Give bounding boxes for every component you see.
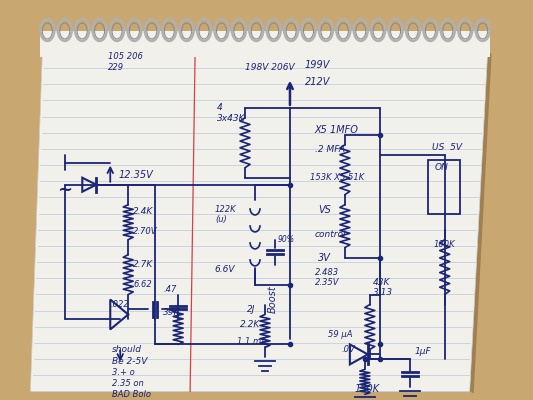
Text: 3.+ o: 3.+ o <box>112 368 135 377</box>
Text: 3V: 3V <box>318 252 331 262</box>
Text: 198V 206V: 198V 206V <box>245 63 295 72</box>
Text: VS: VS <box>318 205 331 215</box>
Text: 2J: 2J <box>247 305 255 314</box>
Polygon shape <box>30 52 488 391</box>
Text: 39K: 39K <box>163 308 181 317</box>
Text: 100K: 100K <box>434 240 455 249</box>
Text: 43K
3.13: 43K 3.13 <box>373 278 393 297</box>
Text: 2.70V: 2.70V <box>133 227 158 236</box>
Text: 2.2K: 2.2K <box>240 320 260 329</box>
Text: Boost: Boost <box>268 286 278 313</box>
Text: US  5V: US 5V <box>432 143 462 152</box>
Text: 2.7K: 2.7K <box>133 260 154 269</box>
Text: 6.6V: 6.6V <box>214 265 235 274</box>
Text: 199V: 199V <box>305 60 330 70</box>
Polygon shape <box>470 52 491 393</box>
Polygon shape <box>41 31 490 57</box>
Text: .0V: .0V <box>342 345 356 354</box>
Text: 2.4K: 2.4K <box>133 207 154 216</box>
Text: 2.483
2.35V: 2.483 2.35V <box>315 268 340 287</box>
Text: 105 206
229: 105 206 229 <box>108 52 143 72</box>
Text: 90%: 90% <box>278 235 295 244</box>
Text: 122K
(u): 122K (u) <box>215 205 237 224</box>
Text: 1μF: 1μF <box>415 347 431 356</box>
Text: 59 μA: 59 μA <box>328 330 352 339</box>
Text: ON: ON <box>435 163 449 172</box>
Text: X5 1MFO: X5 1MFO <box>315 125 359 135</box>
Text: .022: .022 <box>110 300 129 309</box>
Text: 6.62: 6.62 <box>133 280 152 289</box>
Text: 1.1 mA: 1.1 mA <box>237 337 267 346</box>
Text: .2 MFA: .2 MFA <box>315 145 345 154</box>
Text: 153K X5 51K: 153K X5 51K <box>310 173 364 182</box>
Text: 12.35V: 12.35V <box>118 170 153 180</box>
Text: should: should <box>112 345 142 354</box>
Text: Be 2-5V: Be 2-5V <box>112 357 148 366</box>
Text: .47: .47 <box>163 285 176 294</box>
Text: ~: ~ <box>57 181 72 199</box>
Text: control: control <box>315 230 346 239</box>
Text: BAD Bolo: BAD Bolo <box>112 390 151 399</box>
Text: 4
3x43K: 4 3x43K <box>217 103 246 122</box>
Text: 150K: 150K <box>355 384 380 394</box>
Text: 212V: 212V <box>305 77 330 87</box>
Text: 2.35 on: 2.35 on <box>112 379 144 388</box>
